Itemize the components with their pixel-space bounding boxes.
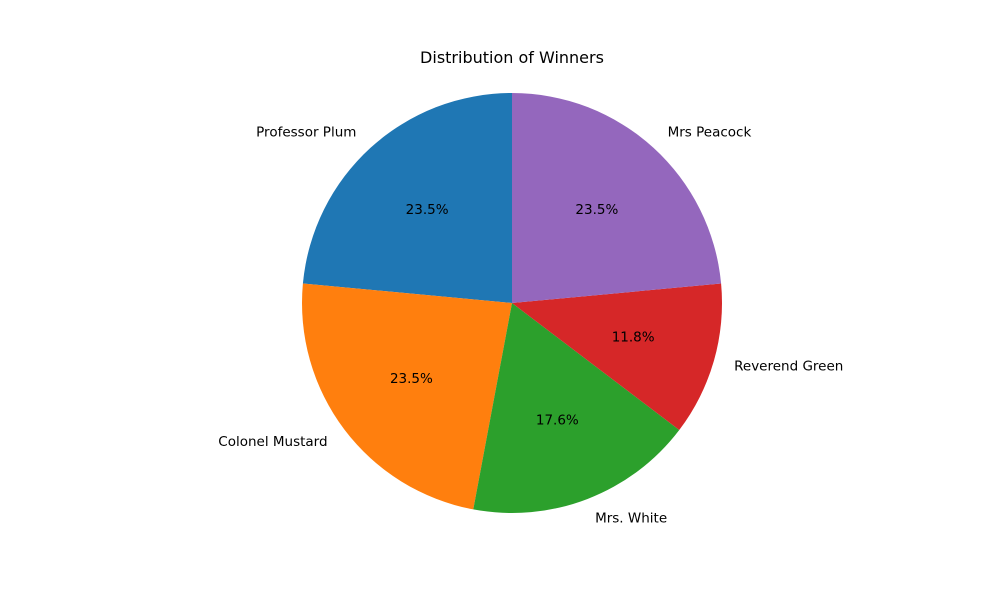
slice-label-reverend-green: Reverend Green [734,358,843,374]
pie-slice-mrs-peacock [512,93,722,303]
pct-label-mrs-peacock: 23.5% [575,202,618,218]
pie-slice-colonel-mustard [302,283,512,510]
pie-labels: 23.5% Professor Plum 23.5% Colonel Mustard 1… [218,124,843,526]
pct-label-colonel-mustard: 23.5% [390,371,433,387]
pct-label-mrs-white: 17.6% [536,413,579,429]
pie-slice-professor-plum [302,93,512,303]
pct-label-professor-plum: 23.5% [406,202,449,218]
slice-label-colonel-mustard: Colonel Mustard [218,434,327,450]
slice-label-mrs-white: Mrs. White [595,511,667,527]
pct-label-reverend-green: 11.8% [612,330,655,346]
chart-title: Distribution of Winners [420,48,604,67]
pie-slice-reverend-green [512,283,722,430]
slice-label-mrs-peacock: Mrs Peacock [668,124,752,140]
pie-slice-mrs-white [473,303,680,513]
pie-slices [302,93,722,513]
slice-label-professor-plum: Professor Plum [256,124,356,140]
